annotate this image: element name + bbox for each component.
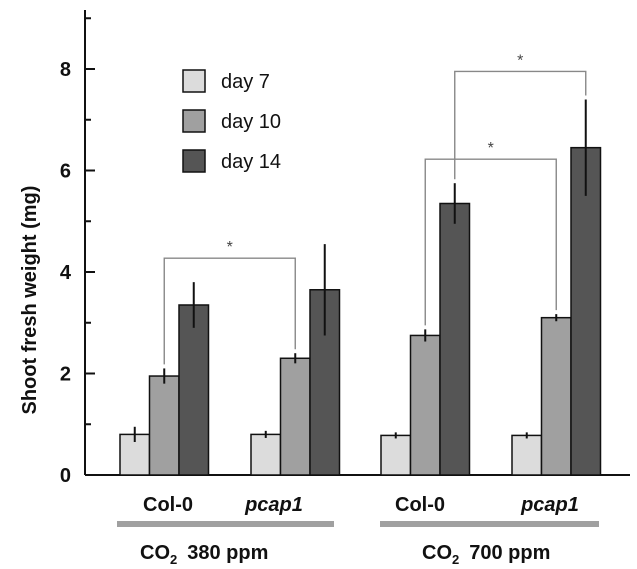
legend-swatch (182, 109, 206, 133)
significance-star: * (517, 52, 523, 69)
bars (119, 99, 602, 476)
condition-label: CO2 700 ppm (422, 542, 550, 567)
group-label: Col-0 (143, 494, 193, 516)
bar (540, 316, 572, 476)
y-tick-label: 4 (60, 262, 72, 284)
legend-label: day 10 (221, 111, 281, 133)
bar (148, 375, 180, 476)
bar (380, 434, 412, 476)
bar (439, 202, 471, 476)
y-tick-label: 2 (60, 364, 71, 386)
group-label: pcap1 (244, 494, 303, 516)
legend: day 7 day 10 day 14 (182, 69, 281, 173)
bar (511, 434, 543, 476)
x-axis-labels: Col-0 pcap1 Col-0 pcap1 CO2 380 ppm CO2 700 ppm (117, 494, 599, 567)
significance-bracket (454, 70, 587, 180)
y-axis-label: Shoot fresh weight (mg) (19, 186, 41, 415)
significance-bracket (163, 257, 296, 365)
legend-swatch (182, 149, 206, 173)
significance-star: * (488, 140, 494, 157)
legend-label: day 7 (221, 71, 270, 93)
bar (250, 433, 282, 476)
significance-bracket (424, 158, 557, 326)
significance-brackets: * * * (163, 52, 587, 365)
significance-star: * (227, 239, 233, 256)
y-tick-label: 8 (60, 59, 71, 81)
y-tick-label: 6 (60, 161, 71, 183)
y-tick-label: 0 (60, 465, 71, 487)
condition-label: CO2 380 ppm (140, 542, 268, 567)
bar (178, 304, 210, 476)
bar (279, 357, 311, 476)
bar (409, 334, 441, 476)
legend-swatch (182, 69, 206, 93)
bar (570, 146, 602, 476)
legend-label: day 14 (221, 151, 281, 173)
group-label: pcap1 (520, 494, 579, 516)
group-label: Col-0 (395, 494, 445, 516)
